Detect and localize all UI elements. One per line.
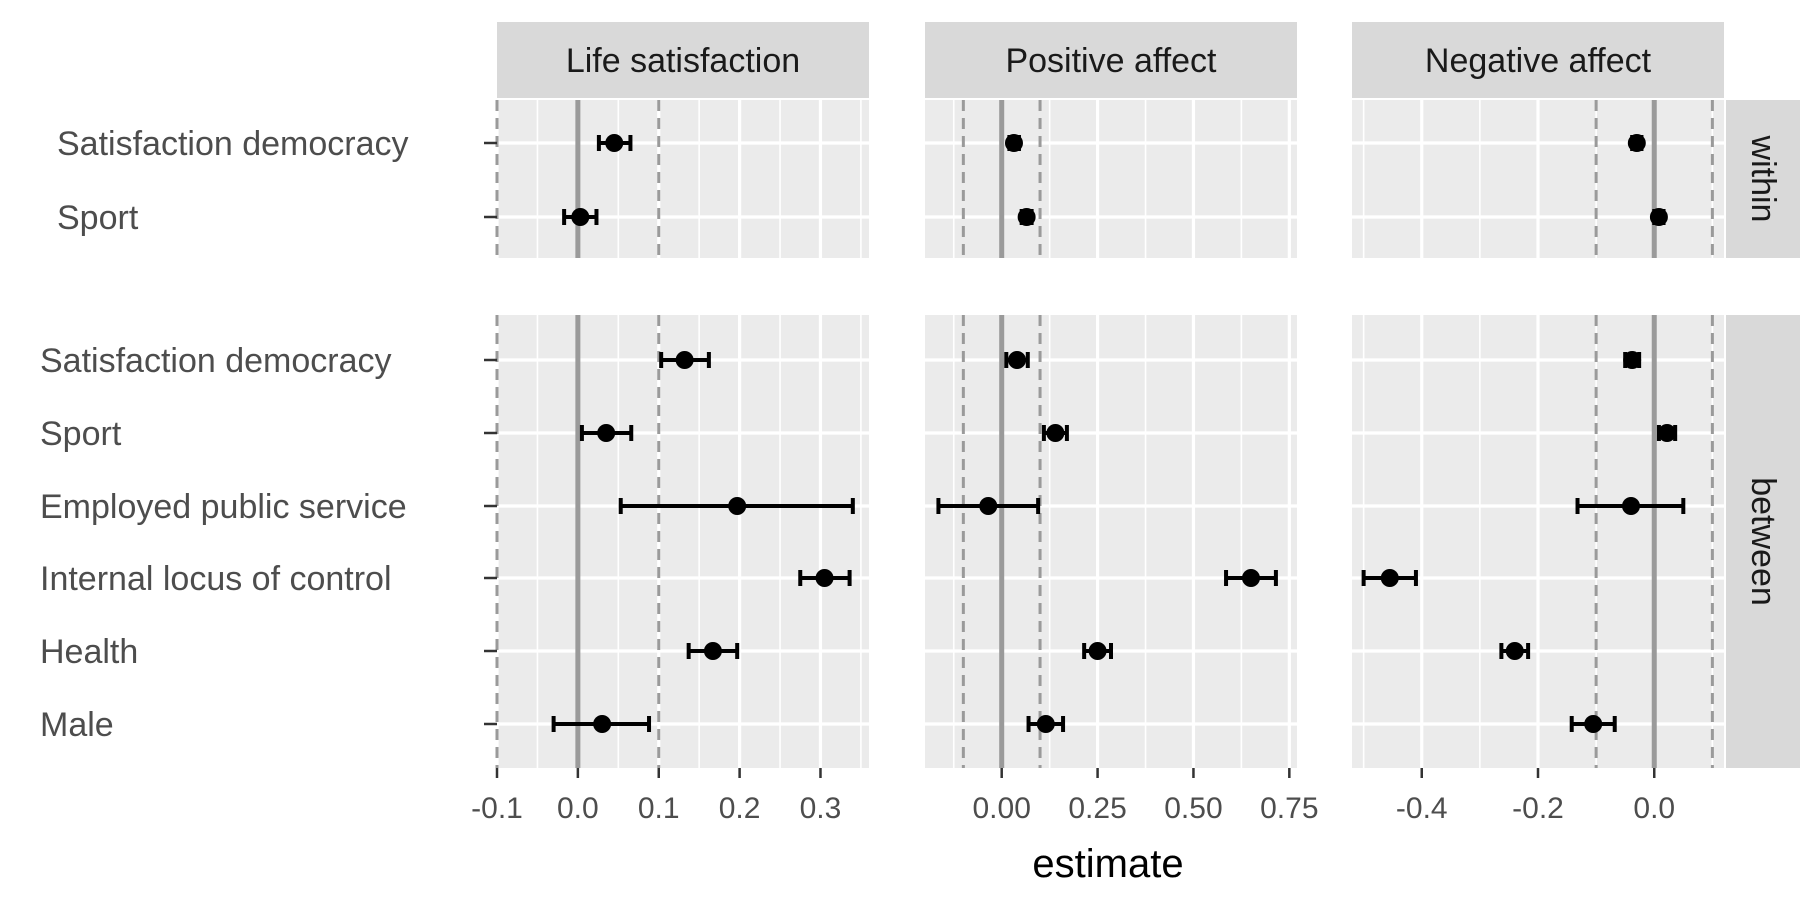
- facet-strip-within: [1726, 100, 1800, 258]
- estimate-point-between-male: [593, 715, 612, 733]
- strip-life-satisfaction: [497, 22, 869, 98]
- x-tick-label: 0.75: [1260, 792, 1318, 825]
- x-axis-title: estimate: [1032, 842, 1183, 886]
- estimate-point-between-health: [1088, 642, 1107, 660]
- row-label: Sport: [57, 199, 139, 237]
- x-tick-label: -0.1: [471, 792, 523, 825]
- x-tick-label: 0.25: [1068, 792, 1126, 825]
- estimate-point-within-sport: [1017, 208, 1036, 226]
- panel-bg-life-satisfaction-within: [497, 100, 869, 258]
- estimate-point-between-internal-locus-of-control: [815, 569, 834, 587]
- row-label: Health: [40, 633, 138, 671]
- estimate-point-between-health: [703, 642, 722, 660]
- x-tick-label: -0.2: [1512, 792, 1564, 825]
- row-label: Sport: [40, 415, 122, 453]
- x-tick-label: 0.00: [973, 792, 1031, 825]
- estimate-point-between-sport: [1658, 424, 1677, 442]
- strip-positive-affect: [925, 22, 1297, 98]
- panel-bg-life-satisfaction-between: [497, 315, 869, 768]
- x-tick-label: -0.4: [1396, 792, 1448, 825]
- facet-strip-label-between: between: [1744, 477, 1782, 606]
- estimate-point-between-internal-locus-of-control: [1241, 569, 1260, 587]
- estimate-point-between-male: [1036, 715, 1055, 733]
- row-label: Satisfaction democracy: [40, 342, 392, 380]
- strip-negative-affect: [1352, 22, 1724, 98]
- row-label: Satisfaction democracy: [57, 125, 409, 163]
- estimate-point-between-internal-locus-of-control: [1380, 569, 1399, 587]
- estimate-point-between-employed-public-service: [1622, 497, 1640, 515]
- x-tick-label: 0.0: [557, 792, 599, 825]
- estimate-point-between-health: [1505, 642, 1524, 660]
- x-tick-label: 0.50: [1164, 792, 1222, 825]
- estimate-point-between-satisfaction-democracy: [675, 351, 694, 369]
- x-tick-label: 0.2: [719, 792, 761, 825]
- panel-bg-positive-affect-between: [925, 315, 1297, 768]
- x-tick-label: 0.3: [800, 792, 842, 825]
- panel-bg-positive-affect-within: [925, 100, 1297, 258]
- facet-strip-label-within: within: [1744, 135, 1782, 223]
- estimate-point-between-satisfaction-democracy: [1008, 351, 1027, 369]
- facet-strip-between: [1726, 315, 1800, 768]
- strip-label-life-satisfaction: Life satisfaction: [566, 42, 800, 80]
- estimate-point-between-sport: [1046, 424, 1065, 442]
- row-label: Employed public service: [40, 488, 407, 526]
- labels-layer: within Satisfaction democracy Sport between…: [40, 100, 1800, 768]
- estimate-point-between-employed-public-service: [979, 497, 998, 515]
- row-label: Male: [40, 706, 114, 744]
- estimate-point-between-satisfaction-democracy: [1623, 351, 1642, 369]
- x-tick-label: 0.1: [638, 792, 680, 825]
- estimate-point-within-satisfaction-democracy: [1627, 134, 1646, 152]
- estimate-point-within-satisfaction-democracy: [1004, 134, 1023, 152]
- x-tick-label: 0.0: [1633, 792, 1675, 825]
- strip-label-positive-affect: Positive affect: [1005, 42, 1217, 80]
- estimate-point-between-sport: [597, 424, 616, 442]
- estimate-point-between-employed-public-service: [728, 497, 747, 515]
- estimate-point-within-satisfaction-democracy: [605, 134, 624, 152]
- strip-label-negative-affect: Negative affect: [1425, 42, 1652, 80]
- panels-layer: Life satisfaction -0.1 0.0 0.1 0.2 0.3 Positiv…: [471, 22, 1724, 825]
- estimate-point-between-male: [1584, 715, 1603, 733]
- estimate-point-within-sport: [1649, 208, 1668, 226]
- estimate-point-within-sport: [571, 208, 590, 226]
- row-label: Internal locus of control: [40, 560, 392, 598]
